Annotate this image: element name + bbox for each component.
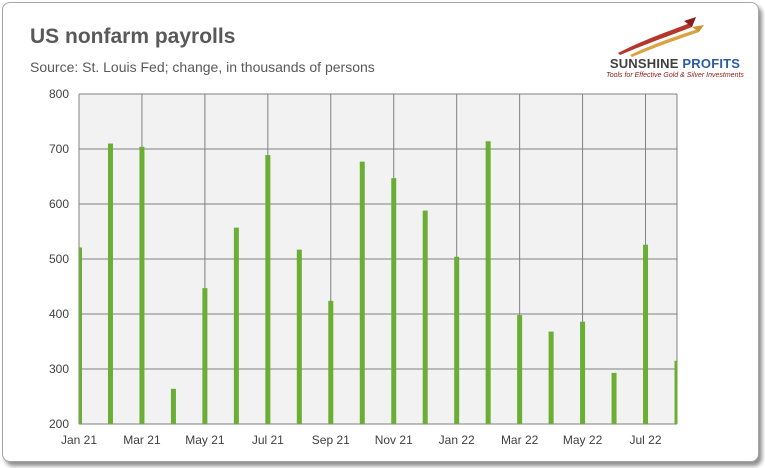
- bar-chart: 200 300 400 500 600 700 800 Jan 21 Mar 21 May 21…: [49, 87, 678, 447]
- y-tick-label: 500: [49, 252, 69, 266]
- chart-subtitle: Source: St. Louis Fed; change, in thousa…: [30, 59, 375, 75]
- bar-apr-21: [170, 388, 176, 424]
- y-tick-label: 400: [49, 307, 69, 321]
- x-tick-label: May 21: [185, 433, 225, 447]
- chart-card: US nonfarm payrolls Source: St. Louis Fe…: [2, 2, 759, 462]
- bar-apr-22: [548, 331, 554, 424]
- bar-jul-21: [265, 155, 271, 425]
- bar-mar-22: [517, 315, 523, 424]
- x-tick-label: Jan 22: [439, 433, 475, 447]
- bar-jun-21: [233, 227, 239, 424]
- bars: [79, 141, 678, 425]
- bar-sep-21: [328, 300, 334, 424]
- bar-feb-22: [485, 141, 491, 425]
- y-tick-label: 300: [49, 362, 69, 376]
- sunshine-profits-logo: SUNSHINE PROFITS Tools for Effective Gol…: [600, 13, 750, 85]
- bar-oct-21: [359, 161, 365, 424]
- x-tick-label: Jul 22: [630, 433, 662, 447]
- bar-jan-21: [79, 247, 82, 424]
- bar-mar-21: [139, 146, 145, 425]
- bar-dec-21: [422, 210, 428, 424]
- x-axis-ticks: Jan 21 Mar 21 May 21 Jul 21 Sep 21 Nov 21 Jan …: [61, 433, 662, 447]
- bar-nov-21: [391, 178, 397, 424]
- x-tick-label: Sep 21: [312, 433, 350, 447]
- bar-jan-22: [454, 256, 460, 424]
- x-tick-label: Jan 21: [61, 433, 97, 447]
- logo-tagline: Tools for Effective Gold & Silver Invest…: [606, 72, 744, 79]
- logo-swoosh-icon: [618, 17, 704, 57]
- y-axis-ticks: 200 300 400 500 600 700 800: [49, 87, 69, 431]
- bar-jun-22: [611, 372, 617, 424]
- x-tick-label: Mar 21: [123, 433, 161, 447]
- x-tick-label: Mar 22: [501, 433, 539, 447]
- x-tick-label: Jul 21: [252, 433, 284, 447]
- bar-jul-22: [643, 244, 649, 424]
- x-tick-label: May 22: [563, 433, 603, 447]
- bar-may-22: [580, 321, 586, 424]
- chart-title: US nonfarm payrolls: [30, 25, 236, 48]
- y-tick-label: 800: [49, 87, 69, 101]
- y-tick-label: 700: [49, 142, 69, 156]
- bar-may-21: [202, 288, 208, 424]
- x-tick-label: Nov 21: [375, 433, 413, 447]
- bar-aug-22: [674, 360, 678, 424]
- bar-feb-21: [107, 143, 113, 424]
- logo-name: SUNSHINE PROFITS: [609, 56, 741, 71]
- y-tick-label: 200: [49, 417, 69, 431]
- bar-aug-21: [296, 249, 302, 424]
- y-tick-label: 600: [49, 197, 69, 211]
